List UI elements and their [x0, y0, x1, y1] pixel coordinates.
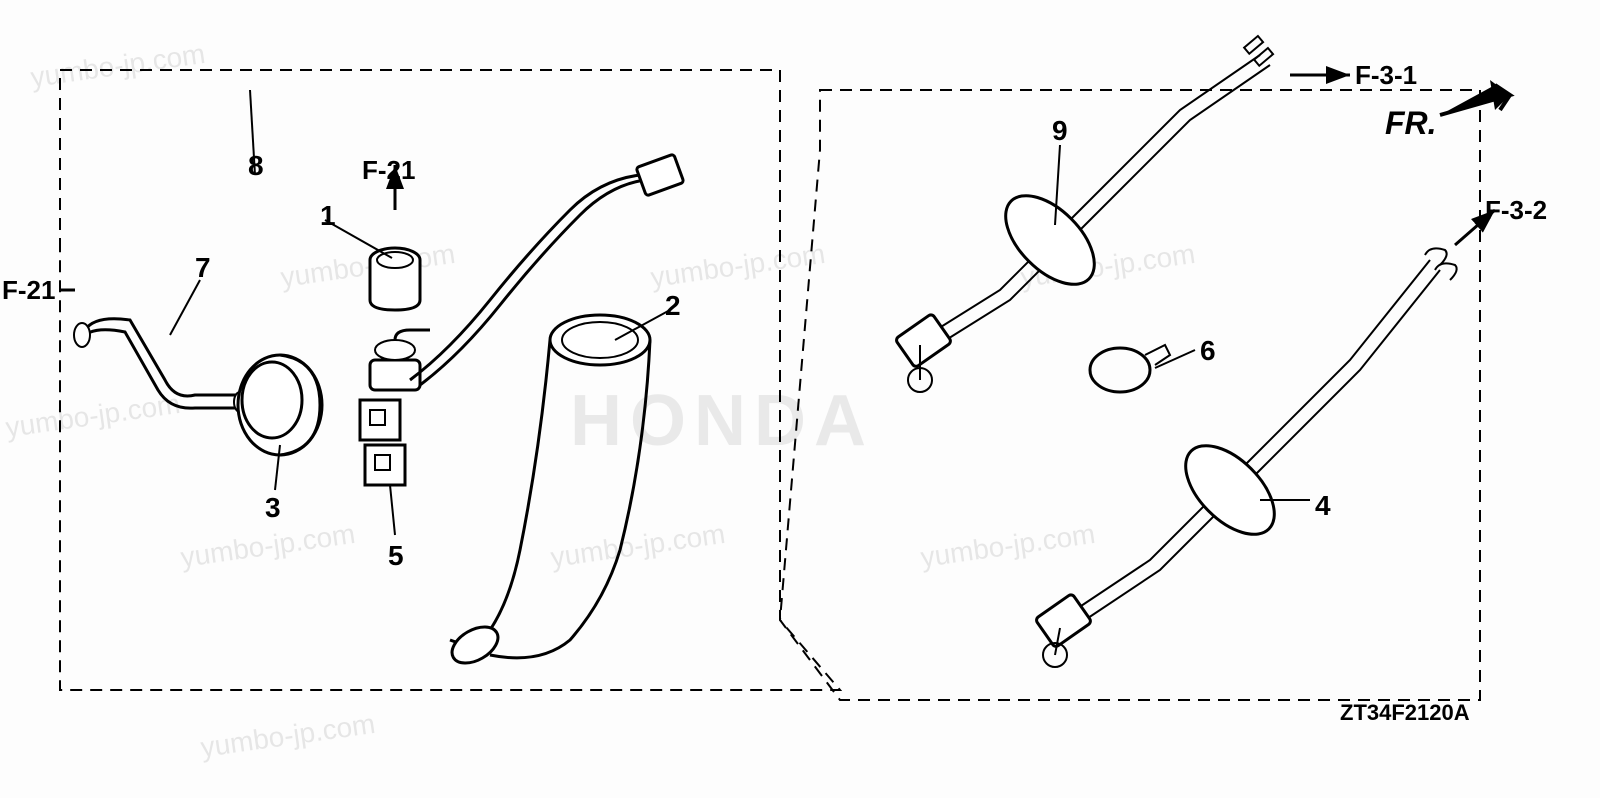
- ref-f21-top: F-21: [362, 155, 415, 186]
- part-code: ZT34F2120A: [1340, 700, 1470, 726]
- label-1: 1: [320, 200, 336, 232]
- label-7: 7: [195, 252, 211, 284]
- label-2: 2: [665, 290, 681, 322]
- part-2-tube: [446, 315, 650, 670]
- part-7-tube: [74, 319, 246, 412]
- parts-diagram: yumbo-jp.com yumbo-jp.com yumbo-jp.com y…: [0, 0, 1600, 798]
- label-8: 8: [248, 150, 264, 182]
- ref-f21-left: F-21: [2, 275, 55, 306]
- label-4: 4: [1315, 490, 1331, 522]
- part-6-clamp: [1090, 345, 1170, 392]
- label-6: 6: [1200, 335, 1216, 367]
- part-4-harness: [1035, 248, 1457, 648]
- label-9: 9: [1052, 115, 1068, 147]
- ref-f32: F-3-2: [1485, 195, 1547, 226]
- part-1-cylinder: [370, 248, 420, 310]
- label-5: 5: [388, 540, 404, 572]
- ref-f31: F-3-1: [1355, 60, 1417, 91]
- part-3-ring: [238, 355, 322, 455]
- fr-direction-label: FR.: [1385, 105, 1437, 142]
- technical-drawing-svg: [0, 0, 1600, 798]
- label-3: 3: [265, 492, 281, 524]
- part-9-harness: [895, 36, 1273, 368]
- part-5-valve: [360, 154, 684, 485]
